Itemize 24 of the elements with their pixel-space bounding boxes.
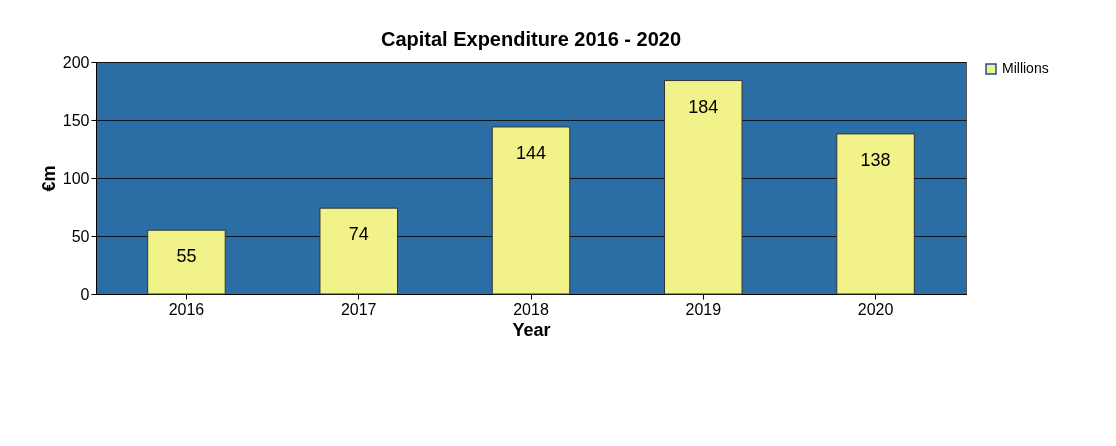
x-axis-title: Year	[512, 319, 551, 340]
bar	[664, 80, 743, 295]
y-tick-label: 150	[62, 111, 90, 129]
data-label: 55	[176, 246, 197, 267]
bar	[836, 133, 915, 295]
data-label: 144	[515, 142, 547, 163]
y-tick-label: 0	[80, 285, 90, 303]
x-tick-label: 2018	[513, 300, 549, 318]
legend-label: Millions	[1002, 60, 1049, 76]
x-tick-label: 2016	[168, 300, 205, 318]
chart-title: Capital Expenditure 2016 - 2020	[380, 28, 682, 50]
x-tick-label: 2017	[340, 300, 377, 318]
data-label: 138	[860, 149, 891, 170]
x-tick-label: 2020	[857, 300, 894, 318]
data-label: 74	[348, 224, 369, 245]
y-tick-label: 200	[62, 53, 90, 71]
y-tick-label: 100	[62, 169, 90, 187]
bar	[319, 207, 398, 295]
bar	[491, 126, 571, 295]
x-tick-label: 2019	[685, 300, 722, 318]
data-label: 184	[688, 96, 719, 117]
y-tick-label: 50	[71, 227, 90, 245]
y-axis-title: €m	[38, 165, 59, 192]
bar	[147, 229, 226, 295]
